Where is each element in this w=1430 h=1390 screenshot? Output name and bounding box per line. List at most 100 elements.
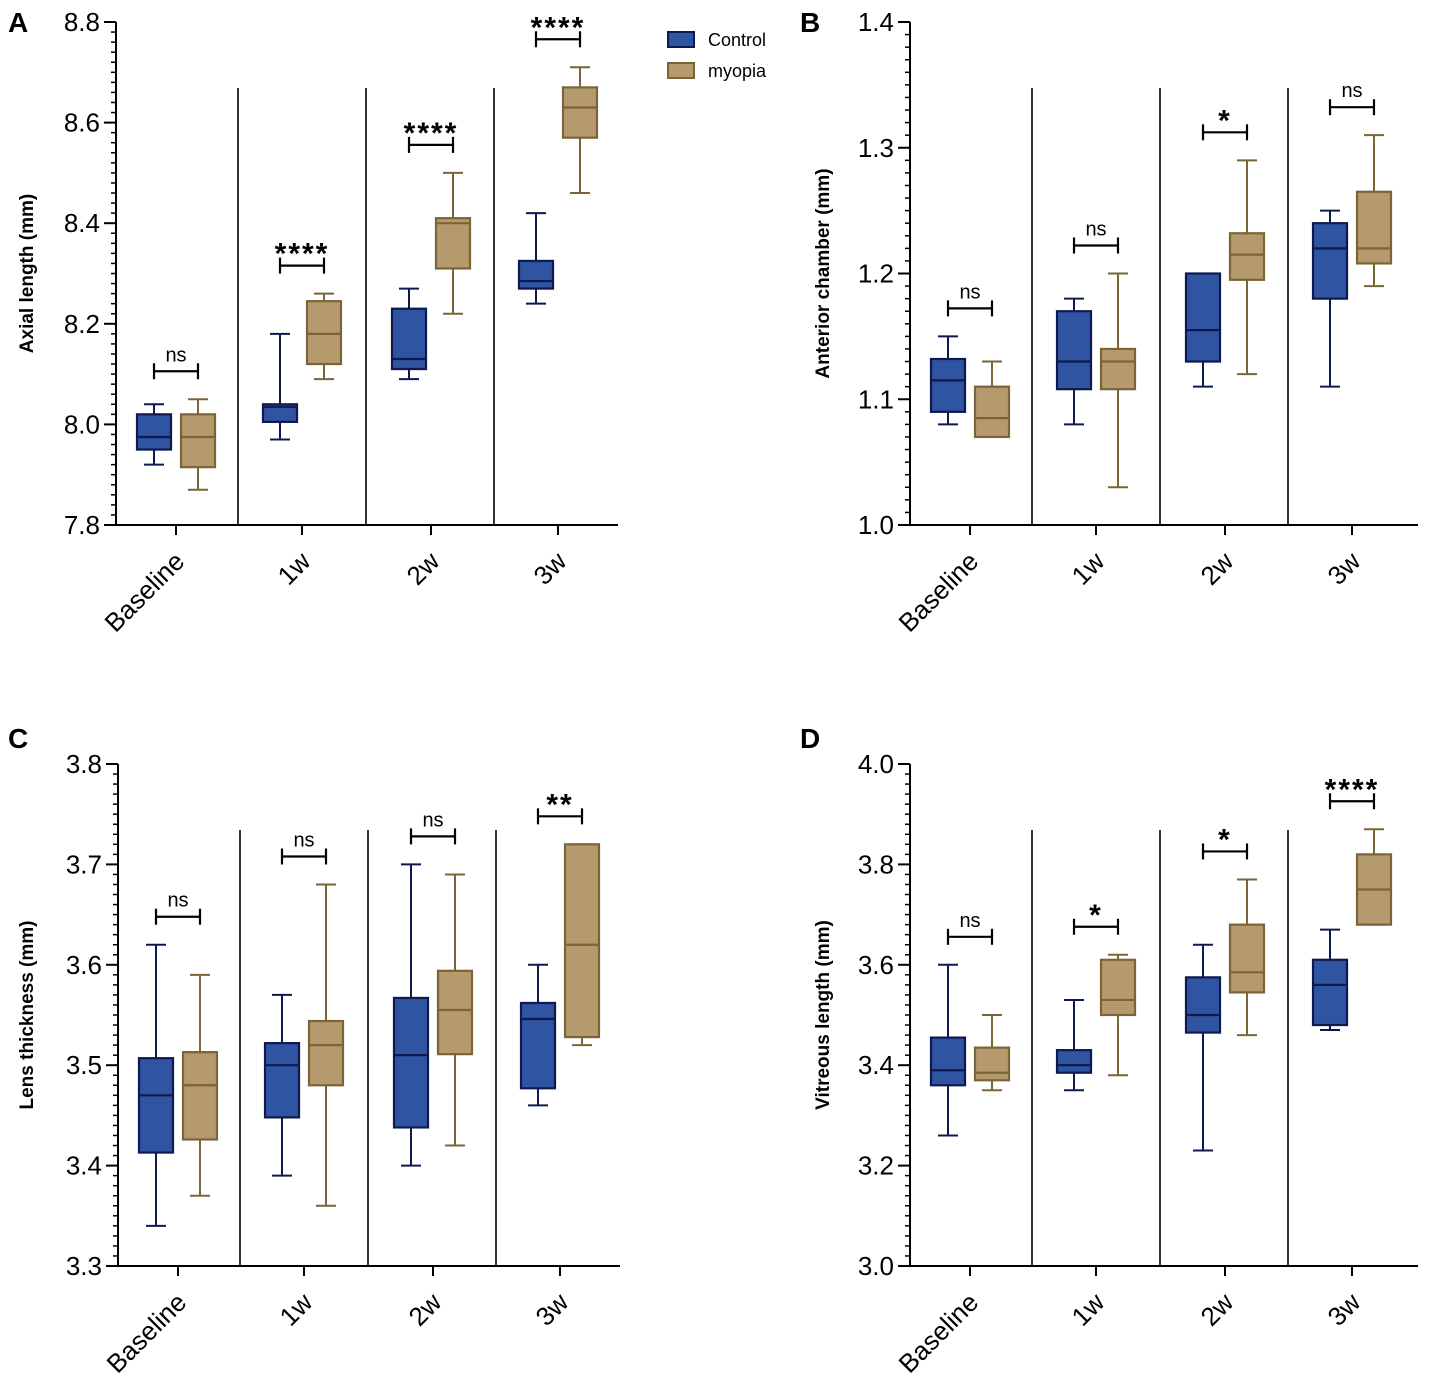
control-box-1w xyxy=(1055,998,1093,1092)
y-tick-label: 3.5 xyxy=(66,1050,102,1080)
box-iqr xyxy=(137,1057,175,1154)
legend-myopia-swatch xyxy=(667,62,695,79)
y-axis-label: Anterior chamber (mm) xyxy=(813,168,834,378)
control-box-3w xyxy=(519,963,557,1107)
x-tick-label: 3w xyxy=(530,1287,575,1332)
y-tick-label: 4.0 xyxy=(858,749,894,779)
legend-control-swatch xyxy=(667,31,695,48)
box-iqr xyxy=(179,413,217,469)
box-iqr xyxy=(181,1051,219,1141)
panel-letter: B xyxy=(800,7,820,38)
significance-label: ns xyxy=(1341,80,1362,102)
y-tick-label: 3.7 xyxy=(66,849,102,879)
control-box-1w xyxy=(1055,297,1093,426)
control-box-3w xyxy=(1311,209,1349,388)
significance-label: **** xyxy=(404,117,459,150)
significance-baseline: ns xyxy=(154,890,202,925)
y-tick-label: 8.4 xyxy=(64,208,100,238)
box-iqr xyxy=(973,385,1011,439)
legend-myopia-label: myopia xyxy=(708,61,767,81)
significance-label: **** xyxy=(531,11,586,44)
y-tick-label: 3.6 xyxy=(858,950,894,980)
box-iqr xyxy=(1099,958,1137,1017)
x-tick-label: Baseline xyxy=(99,546,191,638)
significance-2w: **** xyxy=(404,117,459,153)
panel-c: C Lens thickness (mm) 3.3 3.4 3.5 3.6 3.7 3.8 Ba… xyxy=(8,723,620,1379)
significance-label: **** xyxy=(275,238,330,271)
control-box-baseline xyxy=(929,963,967,1137)
significance-label: ns xyxy=(959,910,980,932)
x-tick-label: 2w xyxy=(1195,1287,1240,1332)
myopia-box-3w xyxy=(1355,134,1393,288)
y-tick-label: 3.3 xyxy=(66,1251,102,1281)
y-tick-label: 8.8 xyxy=(64,7,100,37)
y-tick-label: 3.0 xyxy=(858,1251,894,1281)
y-tick-label: 8.2 xyxy=(64,309,100,339)
x-tick-label: 2w xyxy=(1195,546,1240,591)
myopia-box-1w xyxy=(1099,272,1137,489)
significance-3w: **** xyxy=(1325,773,1377,810)
y-tick-label: 3.8 xyxy=(858,849,894,879)
significance-label: ** xyxy=(546,788,573,821)
x-tick-label: Baseline xyxy=(893,1287,985,1379)
box-iqr xyxy=(1311,222,1349,300)
legend-control-label: Control xyxy=(708,30,766,50)
y-tick-label: 1.4 xyxy=(858,7,894,37)
myopia-box-baseline xyxy=(973,1014,1011,1092)
significance-label: ns xyxy=(1085,219,1106,241)
legend: Control myopia xyxy=(667,30,767,81)
y-tick-label: 1.0 xyxy=(858,510,894,540)
significance-3w: ** xyxy=(536,788,584,825)
myopia-box-3w xyxy=(561,66,599,195)
control-box-1w xyxy=(263,993,301,1177)
control-box-2w xyxy=(392,863,430,1167)
x-tick-label: 2w xyxy=(401,546,446,591)
box-iqr xyxy=(1228,232,1266,281)
significance-3w: ns xyxy=(1328,80,1376,116)
x-tick-label: 1w xyxy=(272,546,317,591)
box-iqr xyxy=(1184,272,1222,363)
control-box-3w xyxy=(1311,928,1349,1032)
significance-2w: * xyxy=(1201,823,1249,860)
y-tick-label: 1.1 xyxy=(858,384,894,414)
box-iqr xyxy=(392,996,430,1129)
myopia-box-baseline xyxy=(181,973,219,1197)
significance-label: ns xyxy=(959,281,980,303)
panel-b: B Anterior chamber (mm) 1.0 1.1 1.2 1.3 1.4 Bas… xyxy=(800,7,1418,638)
y-tick-label: 8.6 xyxy=(64,108,100,138)
control-box-3w xyxy=(517,212,555,305)
y-tick-label: 1.2 xyxy=(858,259,894,289)
significance-label: * xyxy=(1089,899,1103,932)
significance-1w: **** xyxy=(275,238,330,274)
box-iqr xyxy=(263,1042,301,1119)
y-tick-label: 3.2 xyxy=(858,1151,894,1181)
box-iqr xyxy=(561,86,599,139)
myopia-box-2w xyxy=(1228,878,1266,1037)
box-iqr xyxy=(1055,1049,1093,1074)
y-tick-label: 3.6 xyxy=(66,950,102,980)
panel-letter: C xyxy=(8,723,28,754)
x-tick-label: 3w xyxy=(528,546,573,591)
x-tick-label: 2w xyxy=(403,1287,448,1332)
significance-label: * xyxy=(1218,823,1232,856)
panel-a: A Axial length (mm) 7.8 8.0 8.2 8.4 8.6 8.8 Base… xyxy=(8,7,618,638)
box-iqr xyxy=(519,1001,557,1090)
myopia-box-2w xyxy=(1228,159,1266,376)
significance-label: ns xyxy=(422,809,443,831)
x-tick-label: 1w xyxy=(1066,546,1111,591)
box-iqr xyxy=(973,1046,1011,1082)
box-iqr xyxy=(261,403,299,423)
y-tick-label: 3.4 xyxy=(66,1151,102,1181)
control-box-baseline xyxy=(137,943,175,1227)
y-axis-label: Vitreous length (mm) xyxy=(813,920,834,1110)
myopia-box-1w xyxy=(1099,953,1137,1077)
myopia-box-baseline xyxy=(973,360,1011,439)
box-iqr xyxy=(563,843,601,1039)
box-iqr xyxy=(929,357,967,413)
box-iqr xyxy=(1055,310,1093,391)
box-iqr xyxy=(1311,958,1349,1027)
myopia-box-2w xyxy=(434,171,472,315)
y-tick-label: 3.8 xyxy=(66,749,102,779)
control-box-2w xyxy=(390,287,428,381)
